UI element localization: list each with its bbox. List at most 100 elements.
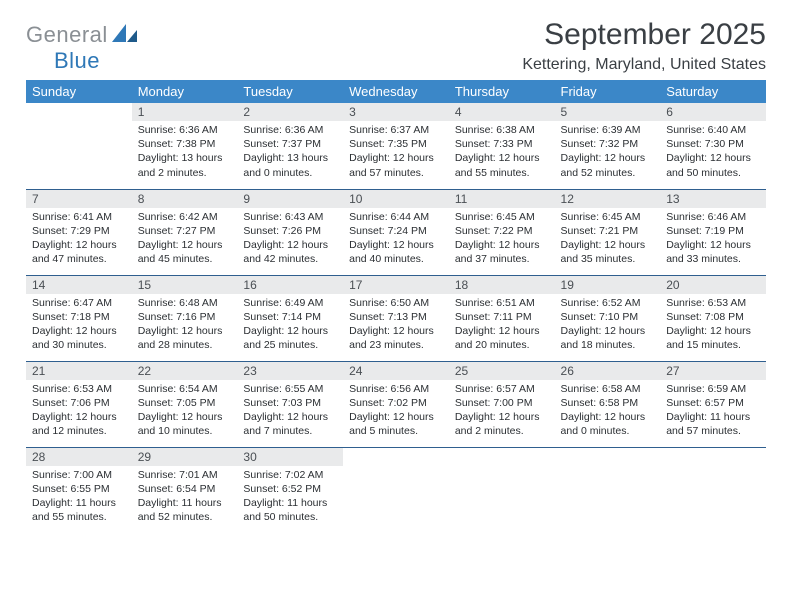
sunset-text: Sunset: 6:57 PM xyxy=(666,396,760,410)
sunset-text: Sunset: 7:27 PM xyxy=(138,224,232,238)
sunrise-text: Sunrise: 6:57 AM xyxy=(455,382,549,396)
sunrise-text: Sunrise: 6:49 AM xyxy=(243,296,337,310)
sunset-text: Sunset: 7:29 PM xyxy=(32,224,126,238)
logo: General Blue xyxy=(26,18,138,74)
calendar-cell: .. xyxy=(660,447,766,533)
day-number: 11 xyxy=(449,190,555,208)
day-number: 28 xyxy=(26,448,132,466)
logo-sail-icon xyxy=(112,24,138,47)
daylight-text: Daylight: 12 hours and 30 minutes. xyxy=(32,324,126,352)
weekday-header: Wednesday xyxy=(343,80,449,103)
day-details: Sunrise: 6:39 AMSunset: 7:32 PMDaylight:… xyxy=(555,121,661,184)
sunset-text: Sunset: 7:24 PM xyxy=(349,224,443,238)
daylight-text: Daylight: 13 hours and 2 minutes. xyxy=(138,151,232,179)
day-details: Sunrise: 6:53 AMSunset: 7:06 PMDaylight:… xyxy=(26,380,132,443)
day-number: 19 xyxy=(555,276,661,294)
calendar-cell: 22Sunrise: 6:54 AMSunset: 7:05 PMDayligh… xyxy=(132,361,238,447)
sunrise-text: Sunrise: 6:45 AM xyxy=(455,210,549,224)
sunrise-text: Sunrise: 6:48 AM xyxy=(138,296,232,310)
daylight-text: Daylight: 12 hours and 5 minutes. xyxy=(349,410,443,438)
sunset-text: Sunset: 7:33 PM xyxy=(455,137,549,151)
day-details: Sunrise: 6:42 AMSunset: 7:27 PMDaylight:… xyxy=(132,208,238,271)
calendar-cell: 4Sunrise: 6:38 AMSunset: 7:33 PMDaylight… xyxy=(449,103,555,189)
calendar-cell: 16Sunrise: 6:49 AMSunset: 7:14 PMDayligh… xyxy=(237,275,343,361)
sunset-text: Sunset: 7:03 PM xyxy=(243,396,337,410)
calendar-cell: 30Sunrise: 7:02 AMSunset: 6:52 PMDayligh… xyxy=(237,447,343,533)
calendar-row: 14Sunrise: 6:47 AMSunset: 7:18 PMDayligh… xyxy=(26,275,766,361)
day-details: Sunrise: 6:36 AMSunset: 7:38 PMDaylight:… xyxy=(132,121,238,184)
sunset-text: Sunset: 7:26 PM xyxy=(243,224,337,238)
calendar-cell: 21Sunrise: 6:53 AMSunset: 7:06 PMDayligh… xyxy=(26,361,132,447)
sunset-text: Sunset: 7:11 PM xyxy=(455,310,549,324)
weekday-header: Friday xyxy=(555,80,661,103)
calendar-cell: 24Sunrise: 6:56 AMSunset: 7:02 PMDayligh… xyxy=(343,361,449,447)
calendar-cell: .. xyxy=(343,447,449,533)
day-number: 30 xyxy=(237,448,343,466)
daylight-text: Daylight: 12 hours and 18 minutes. xyxy=(561,324,655,352)
day-number: 5 xyxy=(555,103,661,121)
logo-text-general: General xyxy=(26,22,108,48)
day-details: Sunrise: 7:00 AMSunset: 6:55 PMDaylight:… xyxy=(26,466,132,529)
weekday-header: Sunday xyxy=(26,80,132,103)
day-number: 3 xyxy=(343,103,449,121)
calendar-cell: 3Sunrise: 6:37 AMSunset: 7:35 PMDaylight… xyxy=(343,103,449,189)
sunrise-text: Sunrise: 6:44 AM xyxy=(349,210,443,224)
day-number: 16 xyxy=(237,276,343,294)
day-number: 20 xyxy=(660,276,766,294)
location: Kettering, Maryland, United States xyxy=(522,56,766,74)
sunset-text: Sunset: 7:16 PM xyxy=(138,310,232,324)
daylight-text: Daylight: 11 hours and 57 minutes. xyxy=(666,410,760,438)
daylight-text: Daylight: 12 hours and 45 minutes. xyxy=(138,238,232,266)
day-number: 14 xyxy=(26,276,132,294)
daylight-text: Daylight: 12 hours and 37 minutes. xyxy=(455,238,549,266)
day-number: 29 xyxy=(132,448,238,466)
day-number: 12 xyxy=(555,190,661,208)
day-details: Sunrise: 6:59 AMSunset: 6:57 PMDaylight:… xyxy=(660,380,766,443)
daylight-text: Daylight: 12 hours and 2 minutes. xyxy=(455,410,549,438)
sunrise-text: Sunrise: 6:42 AM xyxy=(138,210,232,224)
calendar-cell: 5Sunrise: 6:39 AMSunset: 7:32 PMDaylight… xyxy=(555,103,661,189)
day-details: Sunrise: 6:58 AMSunset: 6:58 PMDaylight:… xyxy=(555,380,661,443)
sunrise-text: Sunrise: 6:51 AM xyxy=(455,296,549,310)
calendar-cell: 26Sunrise: 6:58 AMSunset: 6:58 PMDayligh… xyxy=(555,361,661,447)
day-details: Sunrise: 6:40 AMSunset: 7:30 PMDaylight:… xyxy=(660,121,766,184)
sunset-text: Sunset: 7:21 PM xyxy=(561,224,655,238)
calendar-cell: 8Sunrise: 6:42 AMSunset: 7:27 PMDaylight… xyxy=(132,189,238,275)
daylight-text: Daylight: 12 hours and 15 minutes. xyxy=(666,324,760,352)
sunrise-text: Sunrise: 6:36 AM xyxy=(138,123,232,137)
day-details: Sunrise: 6:48 AMSunset: 7:16 PMDaylight:… xyxy=(132,294,238,357)
daylight-text: Daylight: 12 hours and 25 minutes. xyxy=(243,324,337,352)
day-number: 23 xyxy=(237,362,343,380)
day-number: 18 xyxy=(449,276,555,294)
calendar-cell: 12Sunrise: 6:45 AMSunset: 7:21 PMDayligh… xyxy=(555,189,661,275)
day-number: 25 xyxy=(449,362,555,380)
day-details: Sunrise: 6:52 AMSunset: 7:10 PMDaylight:… xyxy=(555,294,661,357)
calendar-cell: 9Sunrise: 6:43 AMSunset: 7:26 PMDaylight… xyxy=(237,189,343,275)
calendar-cell: 2Sunrise: 6:36 AMSunset: 7:37 PMDaylight… xyxy=(237,103,343,189)
sunrise-text: Sunrise: 6:54 AM xyxy=(138,382,232,396)
weekday-header: Saturday xyxy=(660,80,766,103)
daylight-text: Daylight: 12 hours and 28 minutes. xyxy=(138,324,232,352)
sunrise-text: Sunrise: 6:38 AM xyxy=(455,123,549,137)
day-details: Sunrise: 6:36 AMSunset: 7:37 PMDaylight:… xyxy=(237,121,343,184)
daylight-text: Daylight: 12 hours and 0 minutes. xyxy=(561,410,655,438)
sunset-text: Sunset: 7:18 PM xyxy=(32,310,126,324)
sunrise-text: Sunrise: 6:58 AM xyxy=(561,382,655,396)
calendar-cell: .. xyxy=(449,447,555,533)
day-details: Sunrise: 6:57 AMSunset: 7:00 PMDaylight:… xyxy=(449,380,555,443)
sunrise-text: Sunrise: 6:56 AM xyxy=(349,382,443,396)
calendar-row: 21Sunrise: 6:53 AMSunset: 7:06 PMDayligh… xyxy=(26,361,766,447)
calendar-cell: 20Sunrise: 6:53 AMSunset: 7:08 PMDayligh… xyxy=(660,275,766,361)
day-number: 21 xyxy=(26,362,132,380)
sunrise-text: Sunrise: 7:02 AM xyxy=(243,468,337,482)
calendar-cell: 27Sunrise: 6:59 AMSunset: 6:57 PMDayligh… xyxy=(660,361,766,447)
calendar-cell: 19Sunrise: 6:52 AMSunset: 7:10 PMDayligh… xyxy=(555,275,661,361)
calendar-cell: 6Sunrise: 6:40 AMSunset: 7:30 PMDaylight… xyxy=(660,103,766,189)
day-details: Sunrise: 6:49 AMSunset: 7:14 PMDaylight:… xyxy=(237,294,343,357)
sunrise-text: Sunrise: 6:50 AM xyxy=(349,296,443,310)
daylight-text: Daylight: 12 hours and 42 minutes. xyxy=(243,238,337,266)
day-details: Sunrise: 7:02 AMSunset: 6:52 PMDaylight:… xyxy=(237,466,343,529)
daylight-text: Daylight: 12 hours and 10 minutes. xyxy=(138,410,232,438)
day-details: Sunrise: 6:43 AMSunset: 7:26 PMDaylight:… xyxy=(237,208,343,271)
sunset-text: Sunset: 7:08 PM xyxy=(666,310,760,324)
